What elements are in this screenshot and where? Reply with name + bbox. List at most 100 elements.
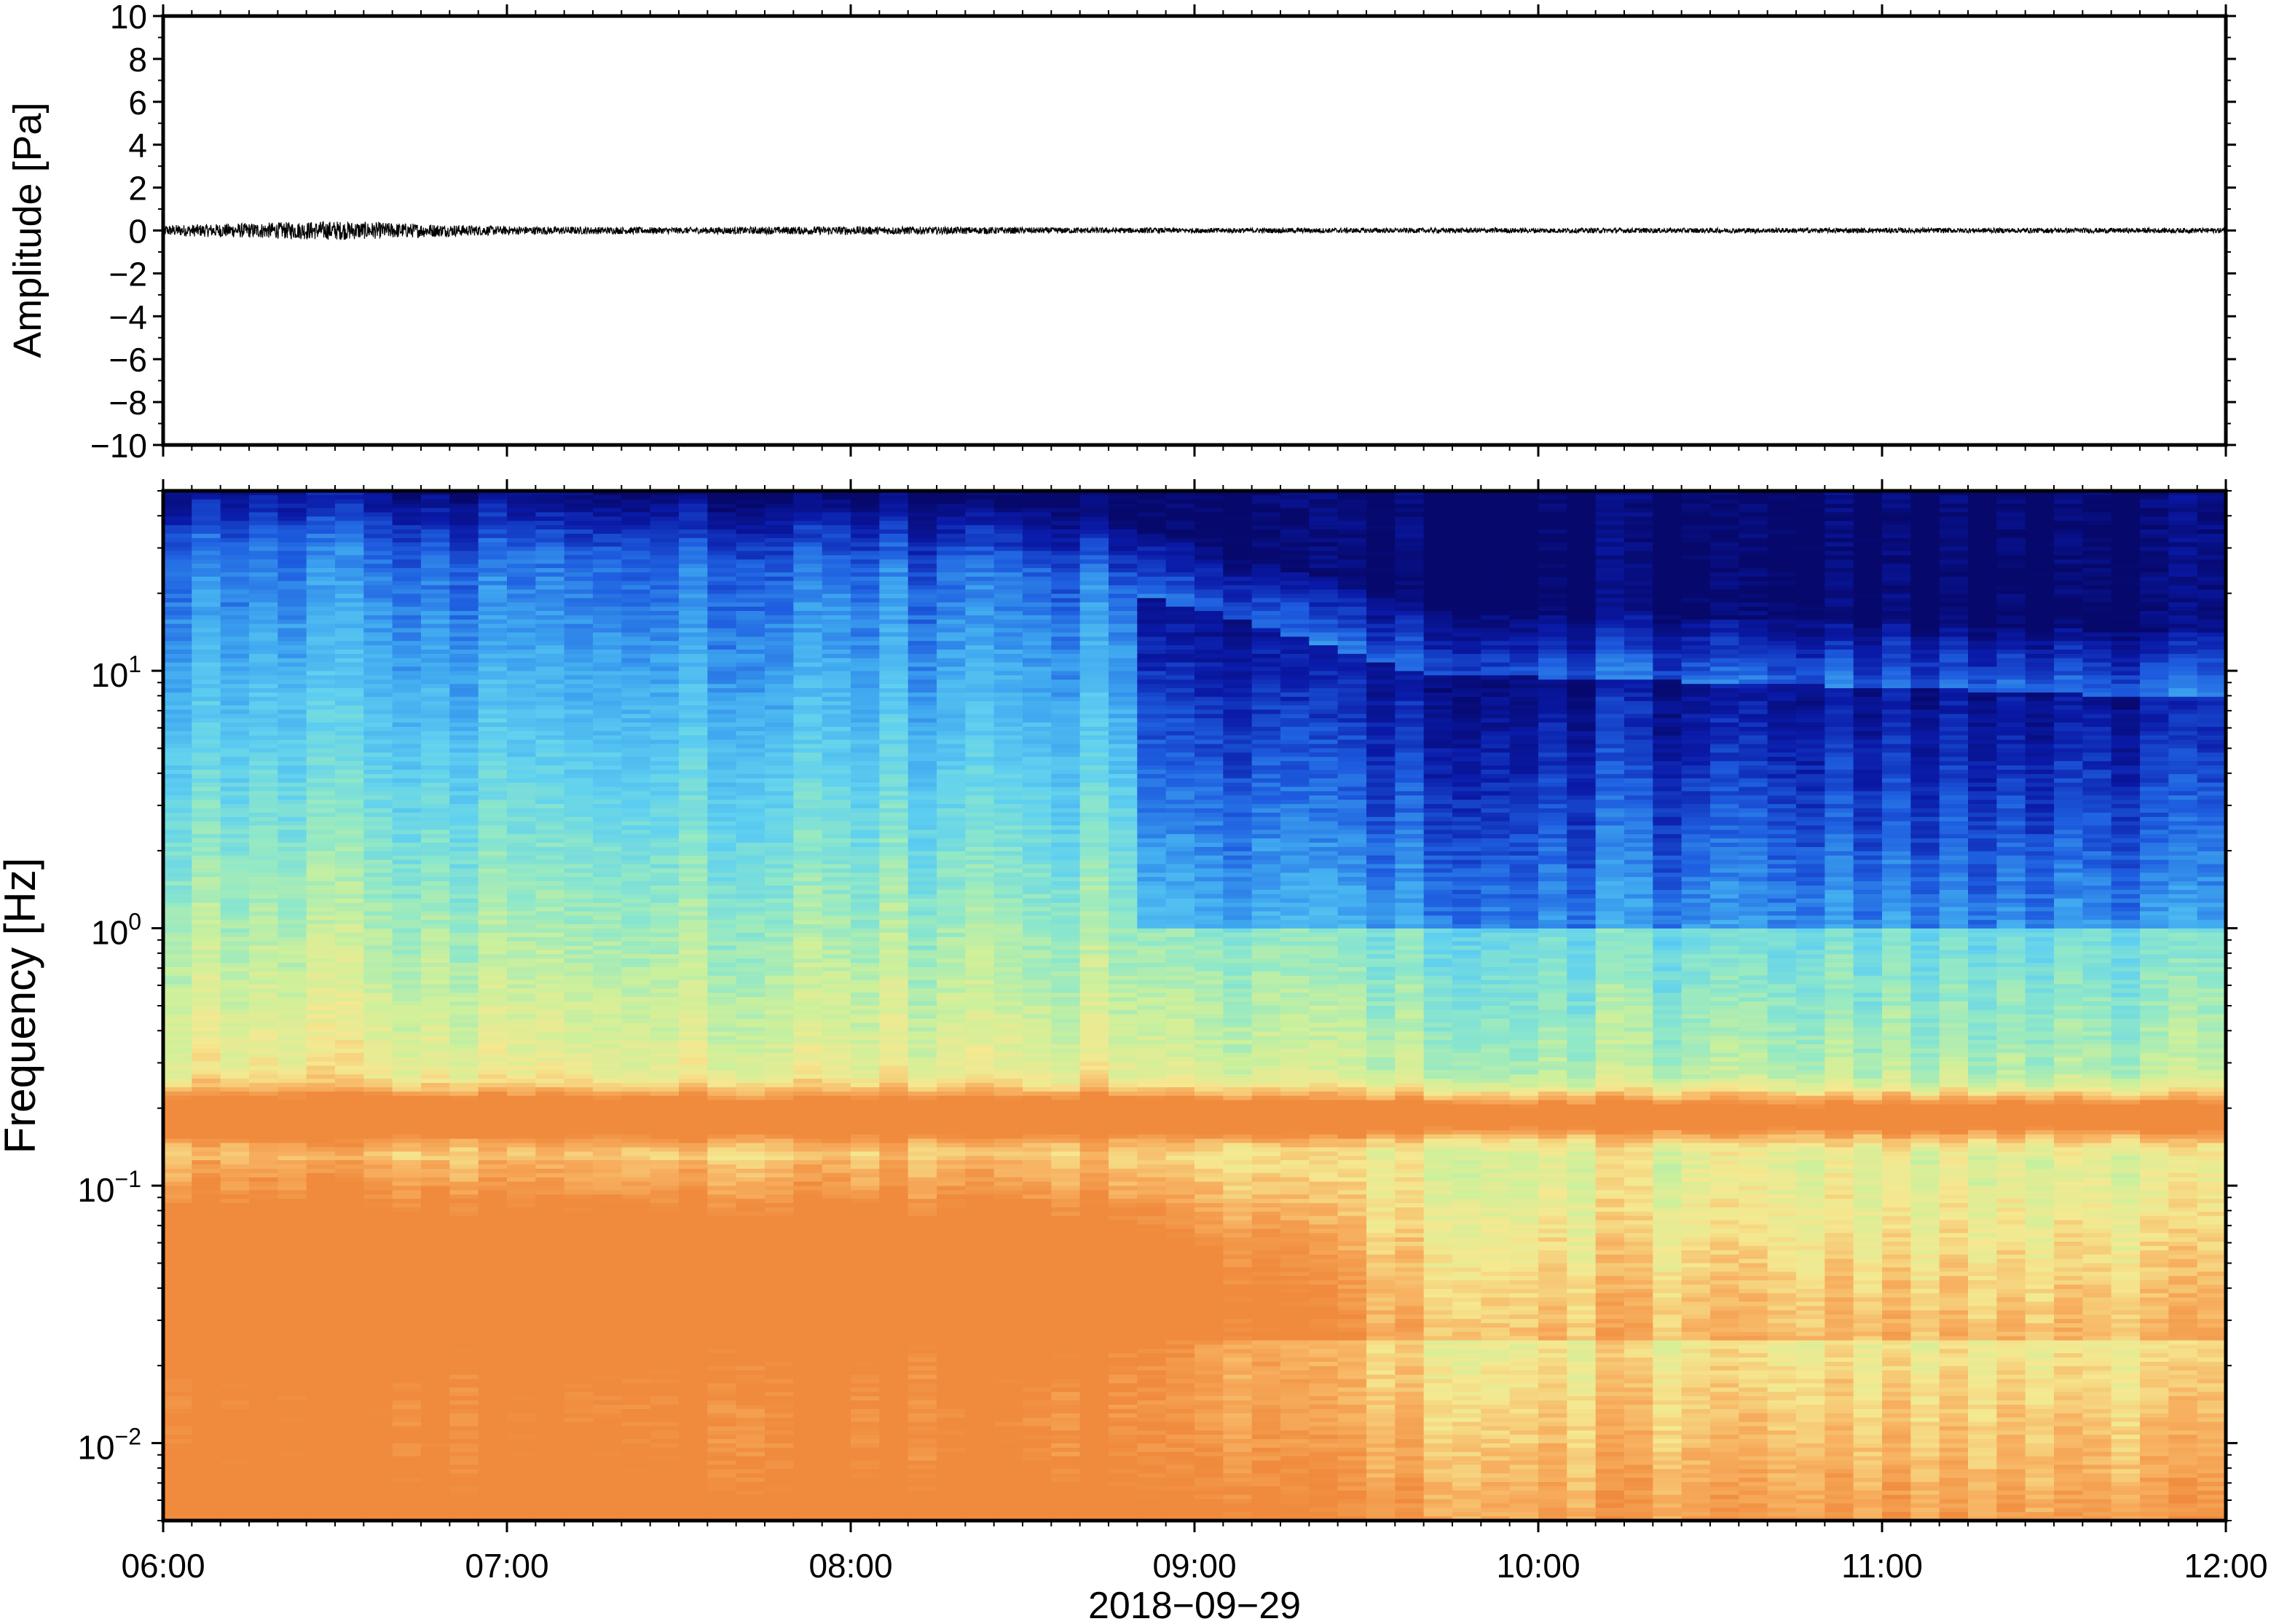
spectrogram-cell [535, 1328, 564, 1333]
spectrogram-cell [449, 1100, 479, 1105]
spectrogram-cell [163, 872, 192, 878]
spectrogram-cell [564, 521, 594, 526]
spectrogram-cell [621, 538, 650, 543]
spectrogram-cell [679, 1371, 708, 1376]
spectrogram-cell [421, 864, 450, 870]
spectrogram-cell [479, 1014, 508, 1020]
spectrogram-cell [449, 1439, 479, 1444]
spectrogram-cell [307, 602, 336, 607]
spectrogram-cell [393, 1040, 422, 1045]
spectrogram-cell [192, 1332, 221, 1337]
spectrogram-cell [564, 1027, 594, 1032]
spectrogram-cell [449, 1280, 479, 1285]
spectrogram-cell [479, 963, 508, 968]
spectrogram-cell [192, 1117, 221, 1122]
spectrogram-cell [307, 1314, 336, 1320]
spectrogram-cell [335, 920, 364, 925]
spectrogram-cell [507, 1237, 536, 1242]
spectrogram-cell [393, 749, 422, 754]
spectrogram-cell [307, 1362, 336, 1367]
spectrogram-cell [479, 1469, 508, 1474]
spectrogram-cell [707, 1190, 736, 1195]
spectrogram-cell [479, 787, 508, 792]
spectrogram-cell [535, 1126, 564, 1131]
spectrogram-cell [163, 1422, 192, 1427]
spectrogram-cell [449, 1014, 479, 1020]
spectrogram-cell [163, 740, 192, 745]
spectrogram-cell [564, 1319, 594, 1324]
spectrogram-cell [163, 1199, 192, 1204]
spectrogram-cell [421, 1010, 450, 1015]
spectrogram-cell [593, 997, 622, 1002]
spectrogram-cell [507, 976, 536, 981]
spectrogram-cell [307, 1173, 336, 1178]
spectrogram-cell [335, 907, 364, 912]
spectrogram-cell [307, 1194, 336, 1199]
spectrogram-cell [650, 1422, 680, 1427]
spectrogram-cell [221, 864, 250, 870]
spectrogram-cell [335, 654, 364, 659]
spectrogram-cell [278, 722, 307, 728]
spectrogram-cell [192, 1139, 221, 1144]
spectrogram-cell [679, 834, 708, 839]
spectrogram-cell [564, 1113, 594, 1118]
spectrogram-cell [650, 551, 680, 556]
spectrogram-cell [163, 508, 192, 513]
spectrogram-cell [221, 1135, 250, 1140]
spectrogram-cell [479, 1135, 508, 1140]
spectrogram-cell [393, 1314, 422, 1320]
spectrogram-cell [650, 770, 680, 775]
spectrogram-cell [621, 602, 650, 607]
spectrogram-cell [564, 632, 594, 637]
spectrogram-cell [564, 1092, 594, 1097]
spectrogram-cell [479, 1280, 508, 1285]
spectrogram-cell [393, 1302, 422, 1307]
spectrogram-cell [593, 543, 622, 548]
spectrogram-cell [335, 954, 364, 959]
spectrogram-cell [421, 1105, 450, 1110]
spectrogram-cell [421, 752, 450, 757]
spectrogram-cell [363, 663, 393, 668]
spectrogram-cell [421, 1400, 450, 1406]
spectrogram-cell [421, 512, 450, 517]
spectrogram-cell [679, 787, 708, 792]
spectrogram-cell [163, 709, 192, 714]
spectrogram-cell [249, 1044, 278, 1049]
spectrogram-cell [507, 1366, 536, 1371]
spectrogram-cell [650, 1070, 680, 1075]
spectrogram-cell [249, 1306, 278, 1311]
spectrogram-cell [679, 985, 708, 990]
spectrogram-cell [393, 761, 422, 766]
spectrogram-cell [621, 581, 650, 586]
spectrogram-cell [564, 1237, 594, 1242]
spectrogram-cell [363, 1491, 393, 1496]
spectrogram-cell [507, 624, 536, 629]
spectrogram-cell [393, 1341, 422, 1346]
spectrogram-cell [335, 525, 364, 530]
spectrogram-cell [707, 706, 736, 711]
spectrogram-cell [363, 1117, 393, 1122]
spectrogram-cell [621, 1289, 650, 1294]
spectrogram-cell [307, 1027, 336, 1032]
spectrogram-cell [335, 1147, 364, 1152]
spectrogram-cell [564, 774, 594, 779]
spectrogram-cell [650, 508, 680, 513]
spectrogram-cell [249, 1349, 278, 1354]
spectrogram-cell [507, 881, 536, 886]
spectrogram-cell [507, 641, 536, 646]
spectrogram-cell [479, 808, 508, 813]
spectrogram-cell [621, 1130, 650, 1135]
spectrogram-cell [393, 1233, 422, 1238]
spectrogram-cell [449, 1426, 479, 1431]
spectrogram-cell [507, 607, 536, 612]
spectrogram-cell [593, 1272, 622, 1277]
spectrogram-cell [535, 804, 564, 809]
spectrogram-cell [163, 856, 192, 861]
spectrogram-cell [163, 976, 192, 981]
spectrogram-cell [363, 1246, 393, 1251]
spectrogram-cell [650, 547, 680, 552]
spectrogram-cell [564, 1371, 594, 1376]
spectrogram-cell [449, 675, 479, 680]
spectrogram-cell [479, 1371, 508, 1376]
spectrogram-cell [621, 838, 650, 843]
